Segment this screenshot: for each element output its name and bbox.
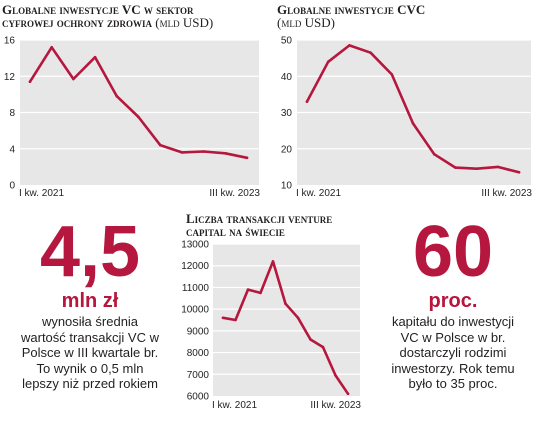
- chart3-y-tick-label: 13000: [181, 240, 209, 251]
- chart1-data-point: [224, 152, 227, 155]
- chart1-y-tick-label: 4: [9, 144, 15, 155]
- chart2-y-tick-label: 20: [281, 144, 293, 155]
- left-stat-line: Polsce w III kwartale br.: [21, 345, 159, 360]
- chart1-y-tick-label: 0: [9, 181, 15, 192]
- chart1-data-point: [50, 46, 53, 49]
- chart1-unit: (mld USD): [155, 15, 214, 30]
- chart3-x-label-start: I kw. 2021: [212, 400, 257, 411]
- left-stat-line: lepszy niż przed rokiem: [22, 376, 158, 391]
- chart2-y-tick-label: 30: [281, 108, 293, 119]
- chart2-data-point: [517, 171, 521, 174]
- chart3-y-tick-label: 7000: [187, 370, 210, 381]
- chart2-data-point: [390, 73, 394, 76]
- chart1-title-line2: cyfrowej ochrony zdrowia: [2, 15, 153, 30]
- chart1-data-point: [202, 150, 205, 153]
- chart3-data-point: [334, 374, 337, 377]
- chart3-y-tick-label: 8000: [187, 348, 210, 359]
- chart2-data-point: [432, 152, 436, 156]
- chart1-x-label-start: I kw. 2021: [19, 188, 64, 199]
- chart2-y-tick-label: 10: [281, 181, 293, 192]
- right-stat-description: kapitału do inwestycji VC w Polsce w br.…: [370, 314, 536, 392]
- left-stat-number: 4,5: [39, 212, 141, 292]
- chart3-data-point: [234, 318, 237, 322]
- chart1-data-point: [137, 115, 140, 119]
- chart3-data-point: [246, 288, 250, 291]
- left-stat-unit: mln zł: [61, 290, 119, 312]
- chart3-y-tick-label: 11000: [182, 283, 210, 294]
- chart3-title: Liczba transakcji venture capital na świ…: [186, 212, 332, 238]
- chart1-y-tick-label: 12: [4, 72, 16, 83]
- chart2-data-point: [305, 100, 309, 103]
- right-stat-number: 60: [412, 212, 494, 292]
- left-stat-description: wynosiła średnia wartość transakcji VC w…: [0, 314, 180, 392]
- chart1-data-point: [115, 94, 119, 98]
- chart1-y-tick-label: 8: [9, 108, 15, 119]
- chart1-data-point: [93, 55, 97, 59]
- right-stat-line: inwestorzy. Rok temu: [391, 360, 515, 376]
- chart3-title-line1: Liczba transakcji venture: [186, 211, 333, 226]
- chart2-x-label-end: III kw. 2023: [481, 188, 532, 199]
- left-stat-line: wynosiła średnia: [41, 314, 139, 329]
- right-stat-line: kapitału do inwestycji: [391, 314, 515, 329]
- chart2-y-tick-label: 40: [281, 72, 293, 83]
- chart3-data-point: [309, 338, 312, 341]
- chart2-unit: (mld USD): [277, 15, 335, 30]
- chart1-data-point: [72, 77, 75, 81]
- right-stat-unit: proc.: [428, 290, 478, 312]
- chart2-title-line1: Globalne inwestycje CVC: [277, 2, 426, 17]
- chart3-data-point: [296, 316, 300, 320]
- chart2-data-point: [496, 165, 500, 169]
- chart3-data-point: [221, 316, 225, 320]
- chart3-data-point: [271, 260, 275, 263]
- chart3-title-line2: capital na świecie: [186, 224, 285, 239]
- chart1-title: Globalne inwestycje VC w sektor cyfrowej…: [2, 3, 213, 29]
- chart2-data-point: [369, 51, 372, 54]
- chart2-data-point: [326, 60, 330, 64]
- left-stat-line: To wynik o 0,5 mln: [36, 360, 144, 376]
- chart3-x-label-end: III kw. 2023: [310, 400, 361, 411]
- chart1-title-line1: Globalne inwestycje VC w sektor: [2, 2, 194, 17]
- chart1-data-point: [180, 151, 184, 154]
- chart3-data-point: [284, 302, 287, 306]
- right-stat-line: VC w Polsce w br.: [400, 329, 506, 345]
- right-stat-line: dostarczyli rodzimi: [399, 345, 507, 360]
- chart1-data-point: [245, 156, 249, 160]
- chart3-data-point: [346, 392, 350, 396]
- chart3-plot-area: [213, 244, 360, 396]
- chart3-data-point: [321, 345, 325, 349]
- chart1-x-label-end: III kw. 2023: [209, 188, 260, 199]
- left-stat-line: wartość transakcji VC w: [21, 329, 159, 345]
- chart2-data-point: [454, 166, 457, 169]
- chart2-title: Globalne inwestycje CVC (mld USD): [277, 3, 425, 29]
- chart3-y-tick-label: 10000: [181, 305, 209, 316]
- chart2-data-point: [475, 167, 478, 170]
- chart1-data-point: [28, 80, 32, 83]
- chart3-y-tick-label: 9000: [187, 326, 210, 337]
- chart3-data-point: [259, 291, 262, 295]
- chart2-x-label-start: I kw. 2021: [296, 188, 341, 199]
- chart1-data-point: [158, 143, 162, 147]
- chart3-y-tick-label: 6000: [187, 392, 210, 403]
- chart3-y-tick-label: 12000: [181, 261, 209, 272]
- chart1-y-tick-label: 16: [4, 36, 16, 47]
- right-stat-line: było to 35 proc.: [408, 376, 498, 391]
- chart2-y-tick-label: 50: [281, 36, 293, 47]
- chart2-data-point: [411, 122, 415, 125]
- chart2-data-point: [348, 44, 351, 47]
